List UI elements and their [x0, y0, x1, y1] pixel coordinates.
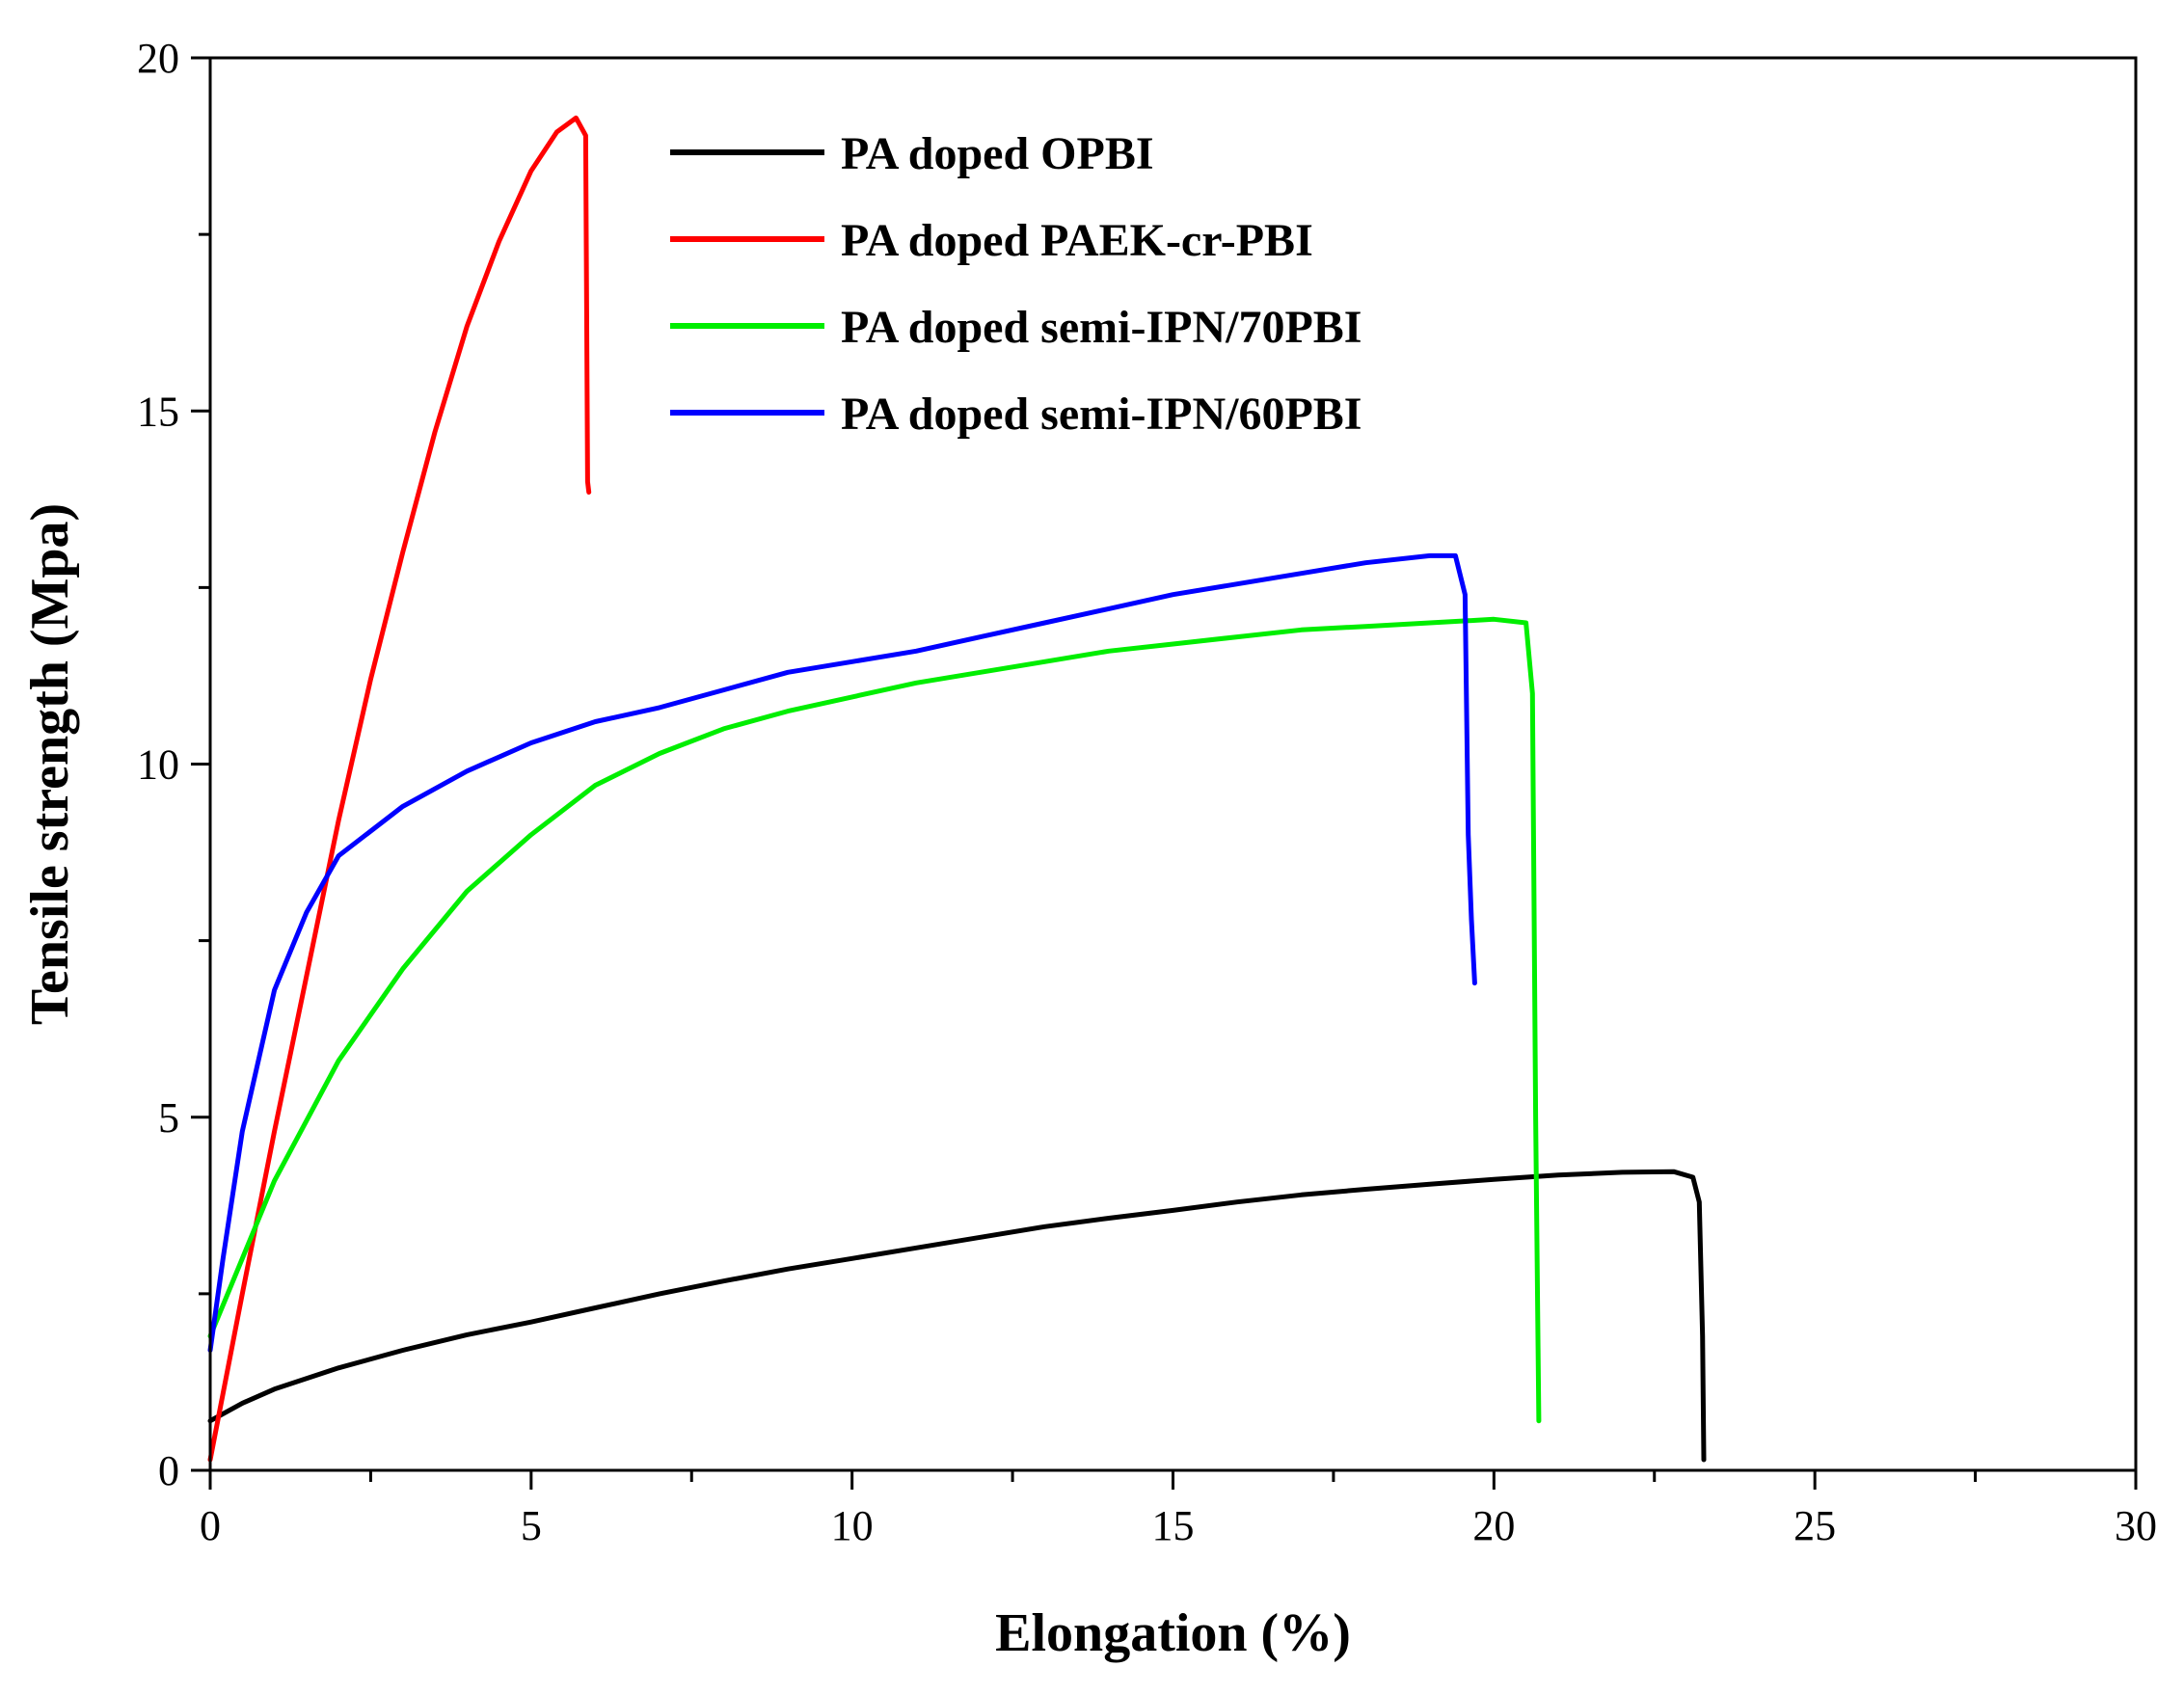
legend-label-2: PA doped PAEK-cr-PBI: [841, 215, 1313, 266]
x-tick-label: 25: [1793, 1502, 1836, 1549]
x-tick-label: 0: [200, 1502, 221, 1549]
x-tick-label: 30: [2115, 1502, 2157, 1549]
y-tick-label: 10: [137, 741, 179, 789]
y-tick-label: 15: [137, 388, 179, 435]
y-tick-label: 5: [158, 1094, 179, 1142]
x-tick-label: 15: [1152, 1502, 1195, 1549]
legend-label-4: PA doped semi-IPN/60PBI: [841, 389, 1362, 440]
legend: PA doped OPBI PA doped PAEK-cr-PBI PA dope…: [670, 128, 1362, 440]
series-line-1: [207, 1169, 1707, 1463]
x-tick-label: 10: [831, 1502, 874, 1549]
y-tick-label: 0: [158, 1447, 179, 1494]
x-axis-title: Elongation (%): [995, 1603, 1351, 1663]
x-tick-label: 5: [521, 1502, 542, 1549]
series-line-2: [207, 115, 592, 1463]
series-line-3: [207, 616, 1542, 1424]
ticks-layer: [191, 56, 2138, 1490]
legend-label-1: PA doped OPBI: [841, 128, 1154, 179]
series-layer: [207, 115, 1707, 1463]
x-tick-label: 20: [1472, 1502, 1515, 1549]
tick-labels-layer: 0 5 10 15 20 25 30 0 5 10 15 20: [137, 35, 2157, 1549]
y-axis-title: Tensile strength (Mpa): [20, 503, 80, 1025]
y-tick-label: 20: [137, 35, 179, 82]
legend-label-3: PA doped semi-IPN/70PBI: [841, 302, 1362, 353]
series-line-4: [207, 552, 1477, 1353]
